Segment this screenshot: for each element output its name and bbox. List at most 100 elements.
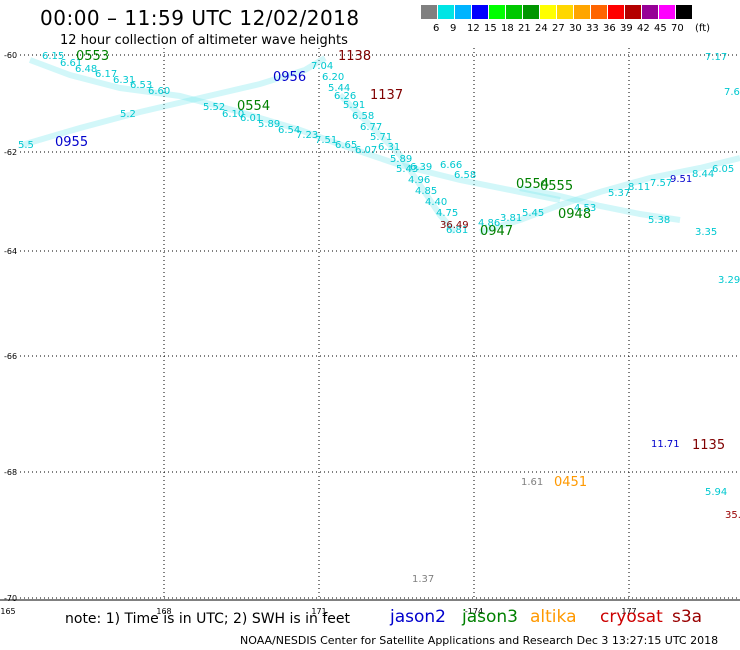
legend-tick-label: 39: [620, 23, 633, 34]
legend-swatch: [591, 5, 607, 19]
legend-swatch: [438, 5, 454, 19]
pass-time-label: 0554: [516, 177, 549, 192]
pass-time-label: 0955: [55, 135, 88, 150]
wave-height-value: 6.54: [278, 125, 300, 136]
pass-time-label: 0553: [76, 49, 109, 64]
satellite-label-jason2: jason2: [390, 607, 446, 627]
legend-tick-label: 21: [518, 23, 531, 34]
footer-note: note: 1) Time is in UTC; 2) SWH is in fe…: [65, 611, 351, 627]
wave-height-value: 4.96: [408, 175, 430, 186]
footer-credit: NOAA/NESDIS Center for Satellite Applica…: [240, 634, 719, 647]
wave-height-value: 6.65: [335, 140, 357, 151]
longitude-label: -174: [465, 607, 483, 616]
wave-height-value: 3.29: [718, 275, 740, 286]
wave-height-value: 4.53: [574, 203, 596, 214]
legend-swatch: [506, 5, 522, 19]
legend-tick-label: 30: [569, 23, 582, 34]
wave-height-value: 5.91: [343, 100, 365, 111]
wave-height-value: 3.81: [500, 213, 522, 224]
wave-height-value: 5.5: [18, 140, 34, 151]
pass-time-label: 0554: [237, 99, 270, 114]
wave-height-value: 6.01: [240, 113, 262, 124]
satellite-track: [337, 92, 458, 234]
wave-height-value: 11.71: [651, 439, 680, 450]
satellite-track: [28, 57, 561, 203]
wave-height-value: 1.37: [412, 574, 434, 585]
wave-height-value: 7.51: [315, 135, 337, 146]
wave-height-value: 5.94: [705, 487, 727, 498]
legend-tick-label: 45: [654, 23, 667, 34]
wave-height-value: 5.45: [522, 208, 544, 219]
satellite-label-altika: altika: [530, 607, 577, 627]
longitude-label: 165: [0, 607, 15, 616]
wave-height-value: 6.39: [410, 162, 432, 173]
satellite-label-jason3: jason3: [462, 607, 518, 627]
satellite-label-cryosat: cryosat: [600, 607, 663, 627]
longitude-label: 168: [156, 607, 171, 616]
wave-height-value: 1.61: [521, 477, 543, 488]
wave-height-value: 5.43: [396, 164, 418, 175]
legend-swatch: [489, 5, 505, 19]
legend-swatch: [472, 5, 488, 19]
wave-height-value: 8.44: [692, 169, 714, 180]
legend-swatch: [574, 5, 590, 19]
wave-height-value: 6.05: [712, 164, 734, 175]
latitude-label: -68: [4, 468, 17, 477]
legend-tick-label: 15: [484, 23, 497, 34]
latitude-label: -70: [4, 594, 17, 603]
pass-time-label: 0451: [554, 475, 587, 490]
pass-time-label: 1138: [338, 49, 371, 64]
pass-time-label: 1137: [370, 88, 403, 103]
latitude-label: -64: [4, 247, 17, 256]
satellite-track: [479, 155, 740, 235]
legend-tick-label: 33: [586, 23, 599, 34]
legend-unit-label: (ft): [695, 23, 711, 34]
wave-height-value: 4.75: [436, 208, 458, 219]
wave-height-value: 6.61: [60, 58, 82, 69]
legend-swatch: [608, 5, 624, 19]
satellite-track: [519, 185, 681, 223]
legend-swatch: [455, 5, 471, 19]
legend-swatch: [557, 5, 573, 19]
satellite-track: [21, 55, 327, 148]
pass-time-label: 0948: [558, 207, 591, 222]
wave-height-value: 8.11: [628, 182, 650, 193]
legend-tick-label: 6: [433, 23, 440, 34]
wave-height-value: 7.57: [650, 178, 672, 189]
wave-height-value: 5.38: [648, 215, 670, 226]
legend-swatch: [421, 5, 437, 19]
legend-swatch: [540, 5, 556, 19]
wave-height-value: 5.71: [370, 132, 392, 143]
wave-height-value: 6.81: [446, 225, 468, 236]
legend-tick-label: 12: [467, 23, 480, 34]
wave-height-value: 6.07: [355, 145, 377, 156]
wave-height-value: 6.60: [148, 86, 170, 97]
wave-height-value: 6.66: [440, 160, 462, 171]
wave-height-value: 7.23: [296, 130, 318, 141]
wave-height-value: 6.20: [322, 72, 344, 83]
wave-height-value: 4.86: [478, 218, 500, 229]
wave-height-value: 5.44: [328, 83, 350, 94]
legend-swatch: [642, 5, 658, 19]
wave-height-value: 6.58: [352, 111, 374, 122]
wave-height-value: 5.89: [258, 119, 280, 130]
legend-swatch: [523, 5, 539, 19]
wave-height-value: 6.53: [130, 80, 152, 91]
latitude-label: -60: [4, 51, 17, 60]
pass-time-label: 0956: [273, 70, 306, 85]
wave-height-value: 36.49: [440, 220, 469, 231]
legend-swatch: [676, 5, 692, 19]
wave-height-value: 6.31: [378, 142, 400, 153]
longitude-label: 177: [621, 607, 636, 616]
satellite-label-s3a: s3a: [672, 607, 703, 627]
legend-swatch: [659, 5, 675, 19]
wave-height-value: 4.85: [415, 186, 437, 197]
wave-height-value: 6.10: [222, 109, 244, 120]
wave-height-value: 6.15: [42, 51, 64, 62]
wave-height-value: 7.6: [724, 87, 740, 98]
legend-swatch: [625, 5, 641, 19]
legend-tick-label: 24: [535, 23, 548, 34]
legend-tick-label: 27: [552, 23, 565, 34]
wave-height-value: 6.77: [360, 122, 382, 133]
wave-height-value: 5.2: [120, 109, 136, 120]
